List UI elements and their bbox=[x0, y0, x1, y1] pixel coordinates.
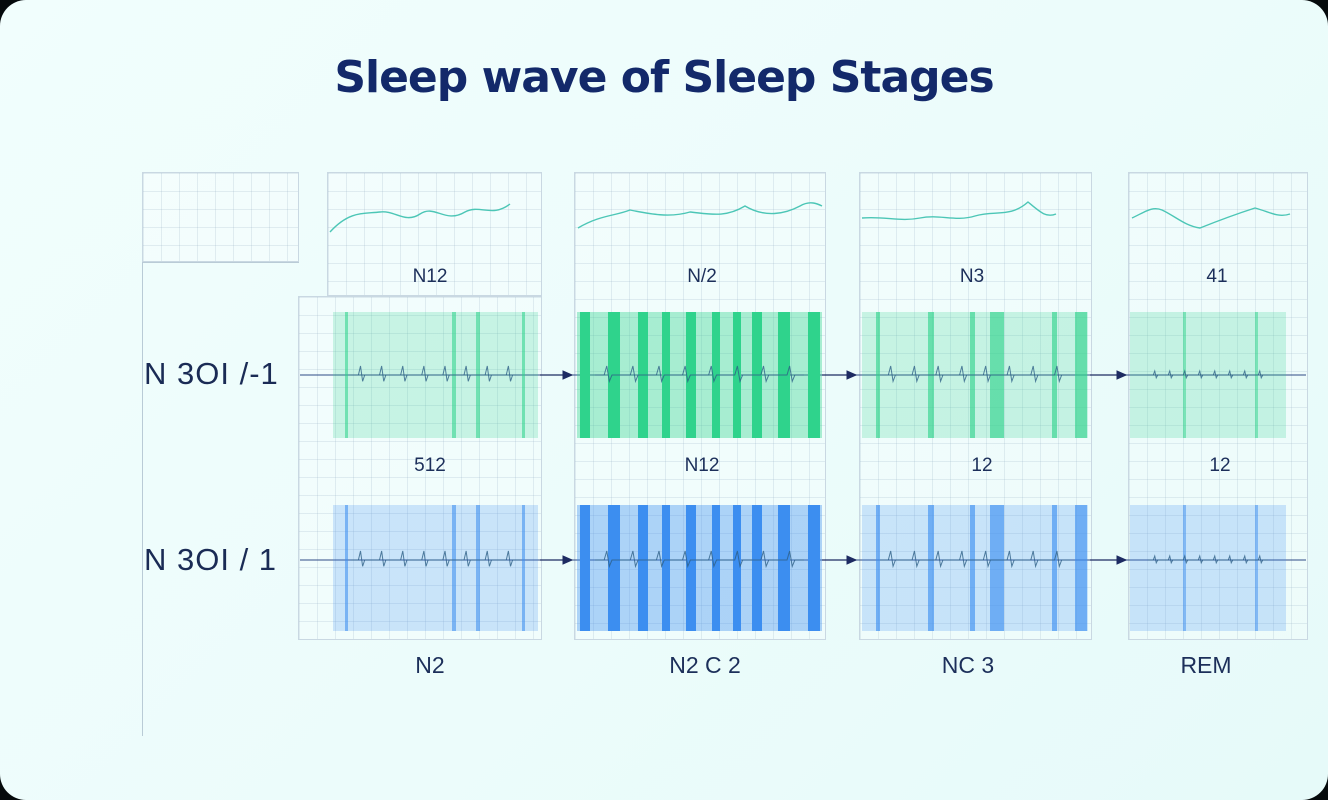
bar-r1-c2-1 bbox=[580, 312, 590, 438]
left-axis-line bbox=[142, 172, 143, 736]
top-label-3: N3 bbox=[959, 266, 985, 287]
trace-r1-c1 bbox=[351, 365, 520, 382]
corner-grid-box bbox=[142, 172, 299, 262]
bar-r1-c4-1 bbox=[1183, 312, 1186, 438]
bar-r2-c3-5 bbox=[1052, 505, 1057, 631]
trace-r1-c4 bbox=[1148, 369, 1268, 380]
bar-r1-c1-1 bbox=[345, 312, 348, 438]
bar-r2-c4-2 bbox=[1255, 505, 1258, 631]
stage-label-2: N2 C 2 bbox=[669, 652, 741, 678]
bar-r2-c3-4 bbox=[990, 505, 1004, 631]
trace-r2-c3 bbox=[880, 550, 1070, 569]
bar-r2-c1-4 bbox=[522, 505, 525, 631]
top-wave-2 bbox=[577, 202, 823, 229]
bar-r2-c4-1 bbox=[1183, 505, 1186, 631]
bar-r2-c3-3 bbox=[970, 505, 975, 631]
band-r2-c4 bbox=[1130, 505, 1286, 631]
bar-r2-c3-6 bbox=[1075, 505, 1087, 631]
mid-label-3: 12 bbox=[971, 455, 993, 476]
bar-r2-c2-8 bbox=[752, 505, 762, 631]
bar-r2-c3-1 bbox=[876, 505, 880, 631]
stage-label-4: REM bbox=[1180, 652, 1232, 678]
top-label-2: N/2 bbox=[687, 266, 717, 287]
bar-r2-c2-2 bbox=[608, 505, 620, 631]
bar-r2-c2-3 bbox=[638, 505, 648, 631]
stage-label-1: N2 bbox=[415, 652, 445, 678]
bar-r1-c2-7 bbox=[733, 312, 741, 438]
bar-r1-c3-1 bbox=[876, 312, 880, 438]
panel-col-1-top bbox=[327, 172, 542, 296]
mid-label-4: 12 bbox=[1209, 455, 1231, 476]
top-wave-4 bbox=[1131, 207, 1291, 229]
bar-r2-c1-1 bbox=[345, 505, 348, 631]
bar-r2-c2-4 bbox=[662, 505, 670, 631]
bar-r2-c1-2 bbox=[452, 505, 456, 631]
bar-r2-c3-2 bbox=[928, 505, 934, 631]
bar-r2-c2-7 bbox=[733, 505, 741, 631]
stage-label-3: NC 3 bbox=[941, 652, 995, 678]
corner-grid-baseline bbox=[142, 262, 299, 263]
bar-r2-c2-1 bbox=[580, 505, 590, 631]
panel-col-4 bbox=[1128, 172, 1308, 640]
bar-r2-c2-10 bbox=[808, 505, 820, 631]
row-label-1: N 3OI /-1 bbox=[144, 356, 279, 391]
trace-r1-c2 bbox=[595, 365, 804, 384]
trace-r2-c2 bbox=[595, 550, 804, 569]
top-wave-3 bbox=[861, 201, 1057, 221]
bar-r2-c2-5 bbox=[686, 505, 696, 631]
bar-r2-c2-6 bbox=[712, 505, 720, 631]
top-label-4: 41 bbox=[1206, 266, 1228, 287]
band-r2-c1 bbox=[333, 505, 538, 631]
bar-r1-c3-6 bbox=[1075, 312, 1087, 438]
trace-r1-c3 bbox=[880, 365, 1070, 384]
bar-r1-c1-4 bbox=[522, 312, 525, 438]
top-label-1: N12 bbox=[412, 266, 448, 287]
panel-col-1 bbox=[298, 296, 542, 640]
bar-r2-c2-9 bbox=[778, 505, 790, 631]
mid-label-2: N12 bbox=[684, 455, 720, 476]
mid-label-1: 512 bbox=[414, 455, 446, 476]
trace-r2-c4 bbox=[1148, 554, 1268, 565]
trace-r2-c1 bbox=[351, 550, 520, 567]
diagram-title: Sleep wave of Sleep Stages bbox=[334, 52, 994, 103]
top-wave-1 bbox=[329, 203, 511, 233]
row-label-2: N 3OI / 1 bbox=[144, 542, 278, 577]
bar-r2-c1-3 bbox=[476, 505, 480, 631]
bar-r1-c2-10 bbox=[808, 312, 820, 438]
